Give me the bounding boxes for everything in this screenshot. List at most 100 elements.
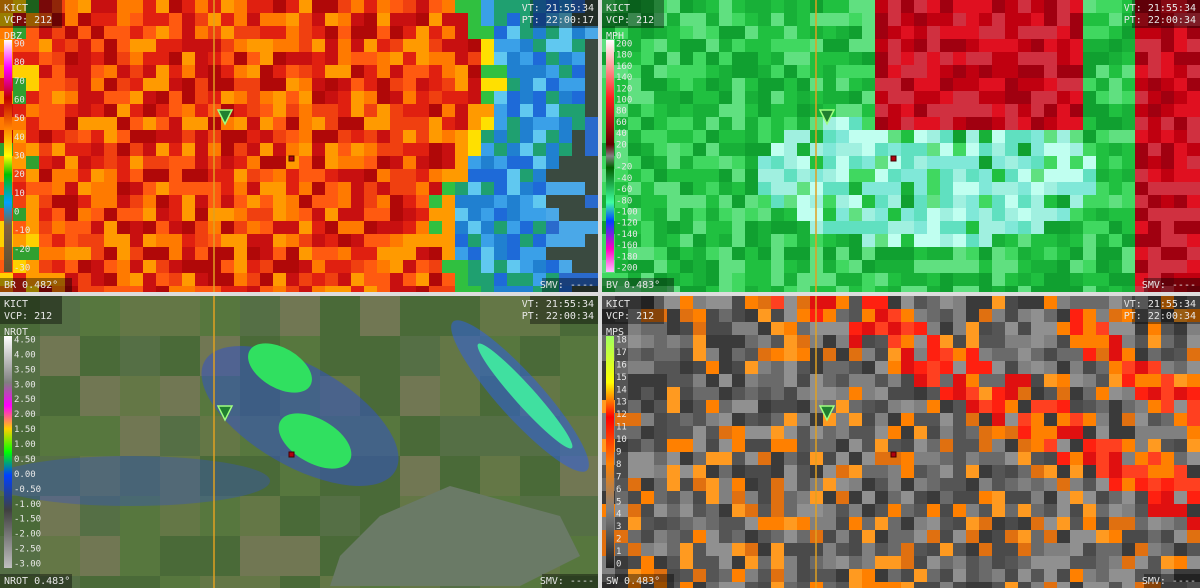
radar-bin — [1096, 65, 1109, 78]
radar-bin — [416, 182, 429, 195]
radar-bin — [654, 361, 667, 374]
radar-bin — [992, 91, 1005, 104]
radar-bin — [1096, 234, 1109, 247]
radar-bin — [559, 104, 572, 117]
radar-bin — [533, 78, 546, 91]
radar-bin — [117, 208, 130, 221]
scale-label: 15 — [616, 373, 627, 383]
radar-bin — [862, 530, 875, 543]
radar-bin — [823, 582, 836, 588]
radar-bin — [429, 52, 442, 65]
radar-bin — [312, 156, 325, 169]
radar-bin — [130, 273, 143, 286]
radar-bin — [1005, 117, 1018, 130]
radar-bin — [52, 65, 65, 78]
radar-bin — [628, 374, 641, 387]
radar-bin — [91, 39, 104, 52]
field — [320, 296, 360, 336]
radar-bin — [1083, 26, 1096, 39]
radar-bin — [953, 361, 966, 374]
radar-bin — [693, 169, 706, 182]
radar-bin — [914, 195, 927, 208]
radar-bin — [1070, 208, 1083, 221]
radar-bin — [914, 569, 927, 582]
radar-bin — [416, 273, 429, 286]
radar-bin — [325, 78, 338, 91]
radar-bin — [745, 143, 758, 156]
radar-bin — [615, 400, 628, 413]
radar-bin — [823, 465, 836, 478]
scale-label: 90 — [14, 40, 25, 50]
radar-bin — [966, 0, 979, 13]
radar-bin — [91, 104, 104, 117]
radar-bin — [0, 13, 13, 26]
radar-bin — [325, 234, 338, 247]
radar-bin — [143, 39, 156, 52]
radar-bin — [65, 91, 78, 104]
radar-bin — [312, 286, 325, 292]
radar-bin — [784, 208, 797, 221]
radar-bin — [1057, 182, 1070, 195]
radar-bin — [325, 195, 338, 208]
radar-bin — [1148, 335, 1161, 348]
radar-bin — [455, 260, 468, 273]
radar-bin — [1005, 400, 1018, 413]
radar-bin — [416, 65, 429, 78]
radar-bin — [979, 374, 992, 387]
product-time: PT: 22:00:17 — [522, 15, 594, 26]
radar-bin — [719, 260, 732, 273]
field — [160, 416, 200, 456]
radar-bin — [901, 286, 914, 292]
radar-bin — [641, 543, 654, 556]
radar-bin — [706, 556, 719, 569]
radar-bin — [91, 234, 104, 247]
radar-bin — [546, 221, 559, 234]
radar-bin — [1083, 143, 1096, 156]
radar-bin — [1057, 195, 1070, 208]
radar-bin — [1083, 361, 1096, 374]
radar-bin — [1109, 400, 1122, 413]
radar-bin — [797, 413, 810, 426]
radar-bin — [901, 78, 914, 91]
radar-bin — [654, 322, 667, 335]
radar-bin — [78, 78, 91, 91]
radar-bin — [1096, 426, 1109, 439]
radar-bin — [273, 286, 286, 292]
radar-bin — [693, 117, 706, 130]
radar-bin — [654, 91, 667, 104]
radar-bin — [299, 78, 312, 91]
radar-bin — [901, 104, 914, 117]
radar-bin — [221, 52, 234, 65]
radar-bin — [1161, 309, 1174, 322]
radar-bin — [1148, 361, 1161, 374]
radar-bin — [117, 52, 130, 65]
radar-bin — [693, 374, 706, 387]
radar-bin — [1005, 13, 1018, 26]
radar-bin — [940, 491, 953, 504]
radar-bin — [39, 117, 52, 130]
radar-bin — [1044, 348, 1057, 361]
scale-label: 1.50 — [14, 425, 36, 435]
radar-bin — [247, 0, 260, 13]
radar-bin — [221, 208, 234, 221]
radar-bin — [771, 491, 784, 504]
radar-bin — [104, 0, 117, 13]
radar-bin — [507, 221, 520, 234]
radar-bin — [979, 491, 992, 504]
radar-bin — [416, 26, 429, 39]
radar-bin — [992, 491, 1005, 504]
radar-bin — [953, 130, 966, 143]
radar-bin — [862, 361, 875, 374]
radar-bin — [1044, 117, 1057, 130]
radar-bin — [13, 169, 26, 182]
radar-bin — [1005, 491, 1018, 504]
unit: NROT — [4, 327, 28, 338]
radar-bin — [1187, 143, 1200, 156]
radar-bin — [758, 335, 771, 348]
radar-bin — [706, 247, 719, 260]
radar-bin — [1031, 452, 1044, 465]
radar-bin — [1109, 491, 1122, 504]
radar-bin — [628, 234, 641, 247]
radar-bin — [706, 182, 719, 195]
radar-bin — [1161, 556, 1174, 569]
